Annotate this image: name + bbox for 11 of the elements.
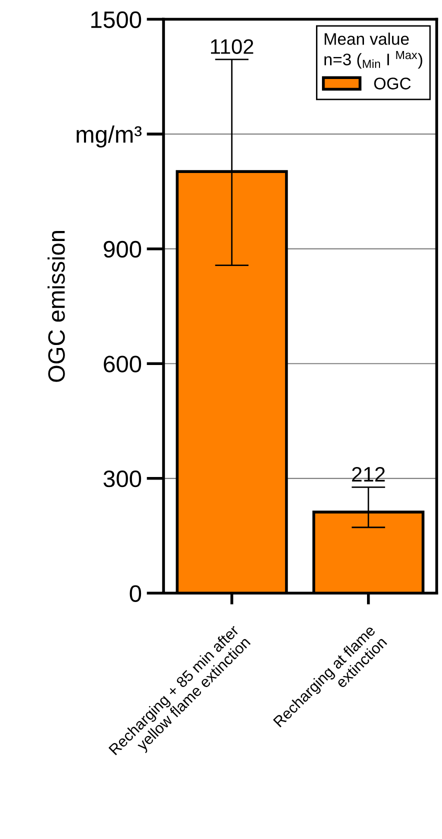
y-tick-label: 1500 (91, 11, 142, 28)
annotation: 212 (352, 466, 385, 482)
y-tick-label: 600 (104, 356, 142, 372)
y-tick-label: 0 (130, 585, 142, 602)
legend-title: Mean value n=3 ($_{Min}$ I $^{Max}$) (324, 32, 422, 69)
legend-label: OGC (374, 78, 411, 90)
y-axis-title: OGC emission (48, 231, 65, 382)
y-tick-label: mg/m³ (76, 126, 142, 148)
y-tick-label: 900 (104, 240, 142, 258)
annotation: 1102 (211, 39, 254, 54)
y-tick-label: 300 (104, 470, 142, 488)
